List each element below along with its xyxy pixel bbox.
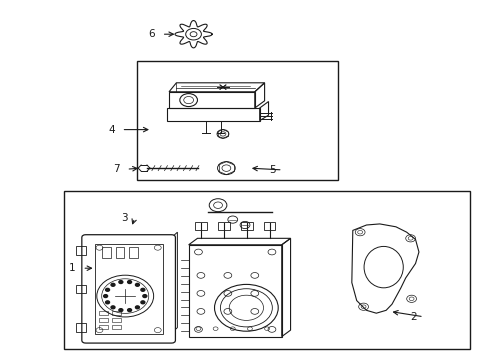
Circle shape [141,288,145,291]
Circle shape [127,309,131,311]
Text: 5: 5 [270,165,276,175]
Circle shape [106,288,110,291]
Circle shape [135,306,139,309]
Text: 6: 6 [148,29,155,39]
Circle shape [111,283,115,286]
Circle shape [141,301,145,304]
Bar [241,222,252,230]
Circle shape [119,309,123,311]
Bar [189,245,282,337]
Bar [137,61,338,180]
Bar [99,311,108,315]
FancyBboxPatch shape [82,235,175,343]
Text: 3: 3 [122,213,128,223]
Bar [218,222,230,230]
Circle shape [143,294,147,297]
Bar [112,318,121,322]
Bar [99,325,108,329]
Circle shape [106,301,110,304]
Bar [102,247,111,258]
Circle shape [111,306,115,309]
Bar [112,311,121,315]
Bar [129,247,138,258]
Text: 1: 1 [69,263,76,273]
Bar [112,325,121,329]
Bar [116,247,124,258]
Circle shape [135,283,139,286]
Bar [64,191,470,349]
Circle shape [104,294,108,297]
Text: 2: 2 [411,312,417,322]
Bar [195,222,207,230]
Circle shape [127,280,131,283]
Polygon shape [175,21,212,48]
Circle shape [119,280,123,283]
Bar [264,222,275,230]
Text: 4: 4 [108,125,115,135]
Bar [99,318,108,322]
Bar [95,244,163,334]
Text: 7: 7 [113,164,120,174]
